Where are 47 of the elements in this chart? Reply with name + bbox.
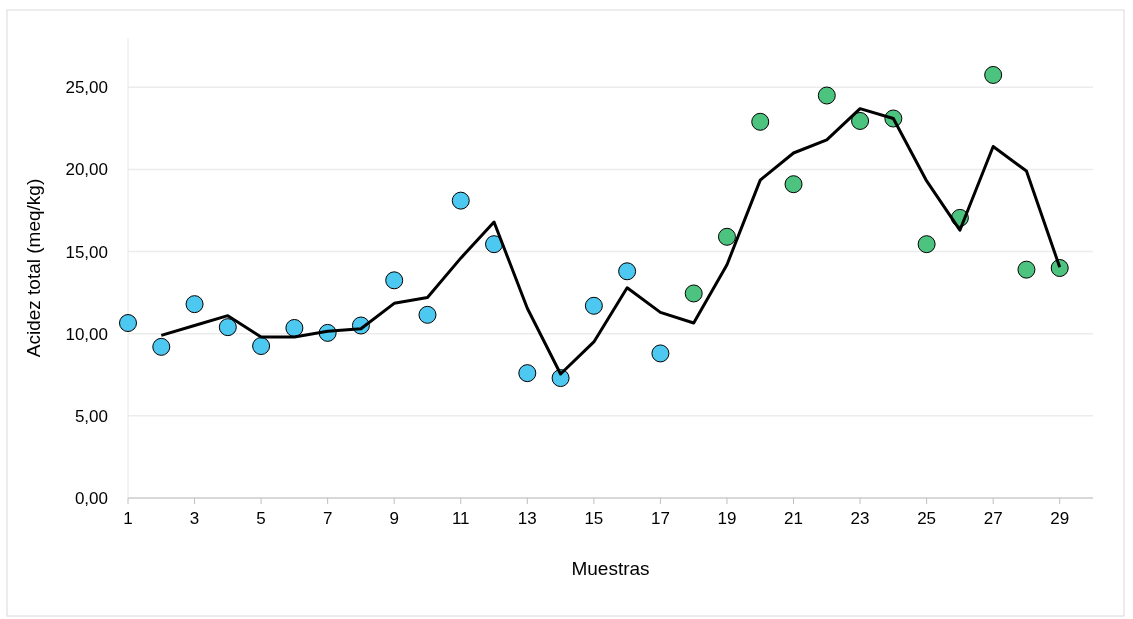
y-tick-label: 20,00 — [65, 160, 108, 180]
point — [984, 65, 1003, 84]
point — [618, 262, 637, 281]
x-tick-label: 19 — [717, 509, 737, 528]
point — [418, 305, 437, 324]
point — [185, 295, 204, 314]
point — [152, 337, 171, 356]
x-tick-label: 23 — [850, 509, 870, 528]
point — [584, 296, 603, 315]
point — [218, 318, 237, 337]
y-tick-label: 5,00 — [74, 406, 108, 426]
x-tick-label: 13 — [517, 509, 537, 528]
x-tick-label: 25 — [917, 509, 937, 528]
x-tick-label: 3 — [189, 509, 200, 528]
x-axis-title: Muestras — [571, 558, 650, 579]
y-axis-title: Acidez total (meq/kg) — [23, 178, 44, 358]
y-tick-label: 15,00 — [65, 242, 108, 262]
point — [817, 86, 836, 105]
point — [285, 318, 304, 337]
point — [1017, 260, 1036, 279]
point — [751, 112, 770, 131]
x-tick-label: 15 — [584, 509, 604, 528]
y-tick-label: 25,00 — [65, 78, 108, 98]
x-tick-label: 27 — [983, 509, 1003, 528]
y-tick-label: 0,00 — [74, 488, 108, 508]
x-tick-label: 29 — [1050, 509, 1070, 528]
x-tick-label: 17 — [650, 509, 670, 528]
point — [385, 271, 404, 290]
x-tick-label: 7 — [322, 509, 333, 528]
x-tick-label: 21 — [784, 509, 803, 528]
x-tick-label: 1 — [123, 509, 133, 528]
point — [518, 364, 537, 383]
point — [784, 175, 803, 194]
point — [485, 235, 504, 254]
y-tick-label: 10,00 — [65, 324, 108, 344]
point — [252, 337, 271, 356]
x-tick-label: 11 — [451, 509, 470, 528]
point — [119, 314, 137, 333]
point — [1050, 259, 1069, 277]
point — [451, 191, 470, 210]
point — [684, 284, 703, 303]
point — [717, 227, 736, 246]
point — [651, 344, 670, 363]
x-tick-label: 9 — [389, 509, 399, 528]
point — [917, 235, 936, 254]
point — [851, 111, 870, 130]
x-tick-label: 5 — [256, 509, 266, 528]
